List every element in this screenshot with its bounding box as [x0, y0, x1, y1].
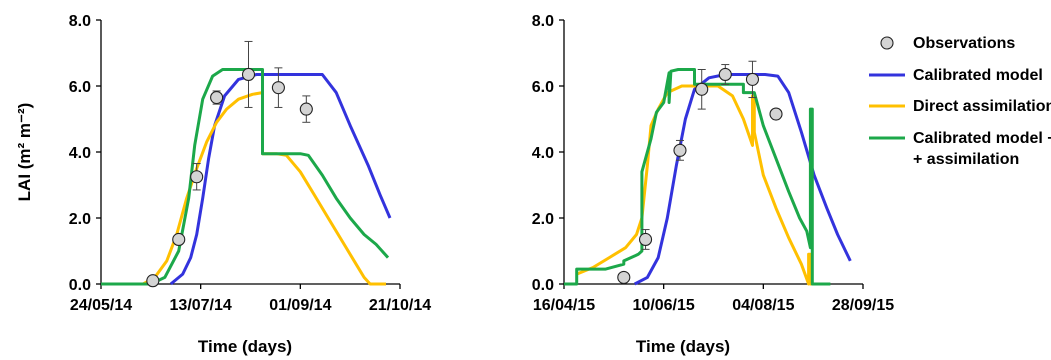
y-tick-label: 4.0 [532, 145, 554, 162]
y-tick-label: 8.0 [532, 13, 554, 30]
x-tick-label: 16/04/15 [533, 297, 595, 314]
y-tick-label: 0.0 [69, 277, 91, 294]
chart-2014: 0.0 2.0 4.0 6.0 8.0 24/05/14 13/07/14 01/09/14 2… [15, 13, 431, 356]
observation-point [695, 82, 709, 96]
observation-point [617, 270, 631, 284]
legend-label-da: Direct assimilation [913, 98, 1051, 115]
legend-marker-observations [880, 36, 894, 50]
x-tick-label: 28/09/15 [832, 297, 894, 314]
y-tick-label: 0.0 [532, 277, 554, 294]
series-line-1 [576, 84, 816, 286]
x-tick-label: 10/06/15 [633, 297, 695, 314]
y-tick-label: 6.0 [532, 79, 554, 96]
legend-label-cma-line2: + assimilation [913, 151, 1019, 168]
y-tick-label: 2.0 [69, 211, 91, 228]
series-line-2 [564, 68, 831, 286]
y-tick-label: 6.0 [69, 79, 91, 96]
observation-point [673, 143, 687, 157]
x-tick-label: 21/10/14 [369, 297, 431, 314]
y-axis-title: LAI (m² m⁻²) [15, 103, 34, 202]
series-line-2 [101, 68, 390, 286]
y-tick-label: 8.0 [69, 13, 91, 30]
chart-2015: 0.0 2.0 4.0 6.0 8.0 16/04/15 10/06/15 04/08/15 2… [532, 13, 894, 356]
observation-point [271, 81, 285, 95]
x-tick-label: 13/07/14 [170, 297, 232, 314]
legend-label-obs: Observations [913, 35, 1015, 52]
legend-label-cma: Calibrated model + [913, 130, 1051, 147]
x-axis-title: Time (days) [198, 337, 292, 356]
observation-point [638, 232, 653, 246]
y-tick-label: 4.0 [69, 145, 91, 162]
series-line-0 [634, 73, 852, 286]
observation-point [299, 102, 313, 116]
legend: Observations Calibrated model Direct assim… [869, 35, 1051, 168]
legend-label-cal: Calibrated model [913, 67, 1043, 84]
observation-point [210, 91, 224, 105]
observation-point [745, 72, 760, 86]
x-axis-title: Time (days) [636, 337, 730, 356]
x-tick-label: 04/08/15 [732, 297, 794, 314]
observation-point [769, 107, 783, 121]
observation-point [718, 67, 732, 81]
y-tick-label: 2.0 [532, 211, 554, 228]
observation-point [146, 274, 160, 288]
x-tick-label: 24/05/14 [70, 297, 132, 314]
x-tick-label: 01/09/14 [269, 297, 331, 314]
series-line-0 [169, 73, 392, 286]
observation-point [172, 232, 186, 246]
observation-point [190, 170, 204, 184]
observation-point [241, 67, 256, 81]
